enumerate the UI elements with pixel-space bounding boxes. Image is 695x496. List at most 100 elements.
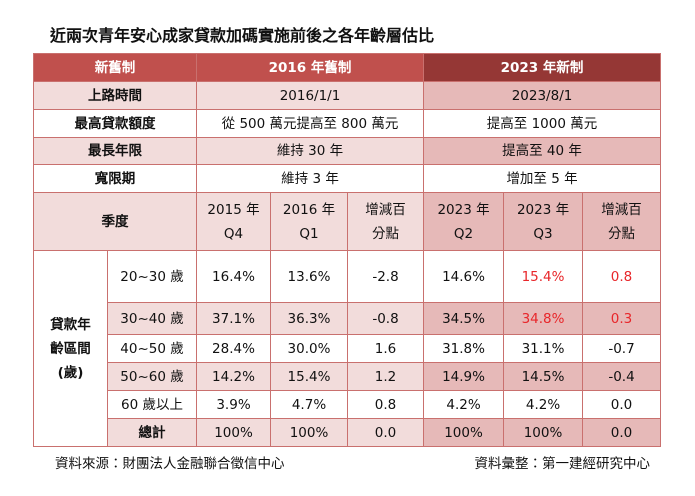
data-cell: 14.9%	[423, 362, 505, 391]
policy-row: 最高貸款額度 從 500 萬元提高至 800 萬元 提高至 1000 萬元	[33, 109, 662, 138]
cell-text: Q4	[223, 225, 244, 242]
cell-text: 20~30 歲	[120, 268, 184, 285]
data-cell: 100%	[196, 418, 271, 447]
cell-text: 0.0	[610, 396, 633, 413]
data-cell: 0.8	[346, 390, 425, 419]
data-cell: 15.4%	[270, 362, 348, 391]
cell-text: 最高貸款額度	[74, 115, 156, 132]
data-row: 30~40 歲 37.1% 36.3% -0.8 34.5% 34.8% 0.3	[34, 302, 662, 335]
cell-text: 34.5%	[442, 310, 485, 327]
cell-text: 最長年限	[88, 143, 142, 159]
old-policy: 維持 3 年	[195, 164, 425, 193]
cell-text: 0.8	[610, 268, 633, 285]
data-cell: 30.0%	[270, 334, 348, 363]
cell-text: 14.6%	[442, 268, 485, 285]
cell-text: 14.2%	[212, 368, 255, 385]
cell-text: 上路時間	[88, 87, 142, 104]
cell-text: 2023 年	[437, 201, 490, 218]
quarter-header: 2015 年 Q4	[196, 192, 271, 251]
data-cell: -0.7	[582, 334, 662, 363]
cell-text: 36.3%	[287, 310, 331, 327]
data-cell: 4.2%	[503, 390, 584, 419]
cell-text: 分點	[608, 225, 636, 242]
cell-text: 增減百	[601, 201, 642, 218]
data-row: 貸款年 齡區間 (歲) 20~30 歲 16.4% 13.6% -2.8 14.6% 15.4%…	[33, 250, 662, 447]
cell-text: 2016 年	[282, 201, 336, 218]
header-cell: 2023 年新制	[423, 53, 662, 82]
old-policy: 2016/1/1	[195, 81, 425, 110]
cell-text: 15.4%	[287, 368, 331, 385]
cell-text: 分點	[372, 225, 399, 242]
cell-text: 0.8	[374, 396, 397, 413]
header-row: 新舊制 2016 年舊制 2023 年新制	[33, 53, 662, 82]
data-cell: 31.1%	[503, 334, 584, 363]
cell-text: 100%	[289, 424, 329, 441]
data-row: 40~50 歲 28.4% 30.0% 1.6 31.8% 31.1% -0.7	[34, 334, 662, 363]
quarter-header: 增減百 分點	[582, 192, 662, 251]
cell-text: 2023 年新制	[500, 59, 584, 76]
cell-text: 14.5%	[521, 368, 565, 385]
data-cell: 0.3	[582, 302, 662, 335]
data-row: 60 歲以上 3.9% 4.7% 0.8 4.2% 4.2% 0.0	[34, 390, 662, 419]
header-cell: 新舊制	[33, 53, 197, 82]
cell-text: 2016/1/1	[279, 87, 341, 104]
cell-text: 1.2	[374, 368, 397, 385]
cell-text: 2016 年舊制	[268, 59, 352, 76]
cell-text: 維持 3 年	[281, 170, 339, 187]
data-cell: 1.6	[346, 334, 425, 363]
data-table: 新舊制 2016 年舊制 2023 年新制上路時間 2016/1/1 2023/8/1 最…	[33, 53, 662, 447]
data-cell: 34.8%	[503, 302, 584, 335]
data-cell: 0.0	[582, 418, 662, 447]
cell-text: 40~50 歲	[120, 340, 184, 357]
cell-text: 31.8%	[442, 340, 485, 357]
data-cell: 15.4%	[503, 250, 584, 303]
data-row: 總計 100% 100% 0.0 100% 100% 0.0	[34, 418, 662, 447]
cell-text: 增加至 5 年	[506, 170, 578, 187]
cell-text: 28.4%	[212, 340, 255, 357]
policy-row: 最長年限 維持 30 年 提高至 40 年	[33, 137, 662, 165]
header-cell: 2016 年舊制	[195, 53, 425, 82]
row-label: 最高貸款額度	[33, 109, 197, 138]
cell-text: -0.7	[608, 340, 635, 357]
cell-text: 寬限期	[94, 170, 136, 187]
cell-text: 15.4%	[521, 268, 565, 285]
cell-text: 提高至 40 年	[502, 143, 582, 159]
quarter-header: 2016 年 Q1	[270, 192, 348, 251]
data-cell: 28.4%	[196, 334, 271, 363]
cell-text: 2023/8/1	[511, 87, 573, 104]
data-cell: 14.5%	[503, 362, 584, 391]
footer-source: 資料來源：財團法人金融聯合徵信中心	[55, 456, 285, 472]
data-cell: 34.5%	[423, 302, 505, 335]
cell-text: 37.1%	[212, 310, 255, 327]
quarter-header: 2023 年 Q2	[423, 192, 505, 251]
data-cell: 16.4%	[196, 250, 271, 303]
cell-text: 13.6%	[287, 268, 331, 285]
data-cell: 100%	[270, 418, 348, 447]
cell-text: 16.4%	[212, 268, 255, 285]
quarter-header: 增減百 分點	[346, 192, 425, 251]
cell-text: 100%	[523, 424, 563, 441]
data-cell: 4.2%	[423, 390, 505, 419]
cell-text: 50~60 歲	[120, 368, 184, 385]
cell-text: 提高至 1000 萬元	[486, 115, 598, 132]
data-cell: -2.8	[346, 250, 425, 303]
cell-text: 1.6	[374, 340, 397, 357]
policy-row: 上路時間 2016/1/1 2023/8/1	[33, 81, 662, 110]
data-cell: -0.4	[582, 362, 662, 391]
cell-text: 4.2%	[525, 396, 561, 413]
data-cell: 100%	[503, 418, 584, 447]
cell-text: 維持 30 年	[276, 143, 344, 159]
cell-text: 總計	[138, 424, 166, 441]
new-policy: 2023/8/1	[423, 81, 662, 110]
data-cell: 31.8%	[423, 334, 505, 363]
cell-text: 貸款年	[50, 316, 91, 333]
cell-text: 新舊制	[94, 59, 136, 76]
row-label: 上路時間	[33, 81, 197, 110]
data-cell: -0.8	[346, 302, 425, 335]
cell-text: 31.1%	[521, 340, 565, 357]
cell-text: 0.0	[610, 424, 633, 441]
cell-text: -0.4	[608, 368, 635, 385]
cell-text: 季度	[101, 213, 129, 230]
data-cell: 14.2%	[196, 362, 271, 391]
